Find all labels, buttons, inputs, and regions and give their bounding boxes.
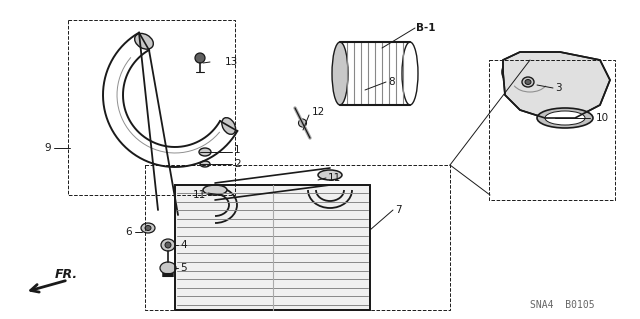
Ellipse shape — [537, 108, 593, 128]
Polygon shape — [175, 185, 370, 310]
Text: B-1: B-1 — [416, 23, 435, 33]
Ellipse shape — [332, 42, 348, 105]
Text: 11: 11 — [328, 173, 341, 183]
Text: 10: 10 — [596, 113, 609, 123]
Ellipse shape — [160, 262, 176, 274]
Text: SNA4  B0105: SNA4 B0105 — [530, 300, 595, 310]
Text: 5: 5 — [180, 263, 187, 273]
Text: 2: 2 — [234, 159, 241, 169]
Text: 3: 3 — [555, 83, 562, 93]
Text: 13: 13 — [225, 57, 238, 67]
Ellipse shape — [203, 185, 227, 195]
Ellipse shape — [141, 223, 155, 233]
Text: 8: 8 — [388, 77, 395, 87]
Text: 7: 7 — [395, 205, 402, 215]
Text: 1: 1 — [234, 145, 241, 155]
Polygon shape — [503, 52, 610, 118]
Text: 4: 4 — [180, 240, 187, 250]
Ellipse shape — [200, 161, 210, 167]
Ellipse shape — [502, 54, 558, 90]
Text: 9: 9 — [44, 143, 51, 153]
Text: 12: 12 — [312, 107, 325, 117]
Ellipse shape — [145, 226, 151, 231]
Ellipse shape — [134, 33, 154, 49]
Ellipse shape — [161, 239, 175, 251]
Ellipse shape — [402, 42, 418, 105]
Ellipse shape — [222, 118, 236, 134]
Ellipse shape — [195, 53, 205, 63]
Ellipse shape — [318, 170, 342, 180]
Ellipse shape — [522, 77, 534, 87]
Ellipse shape — [525, 79, 531, 85]
Ellipse shape — [199, 148, 211, 156]
Ellipse shape — [510, 60, 550, 84]
Ellipse shape — [545, 111, 585, 125]
Text: FR.: FR. — [55, 269, 78, 281]
Text: 11: 11 — [193, 190, 206, 200]
Ellipse shape — [298, 119, 307, 127]
Text: 6: 6 — [125, 227, 132, 237]
Ellipse shape — [165, 242, 171, 248]
